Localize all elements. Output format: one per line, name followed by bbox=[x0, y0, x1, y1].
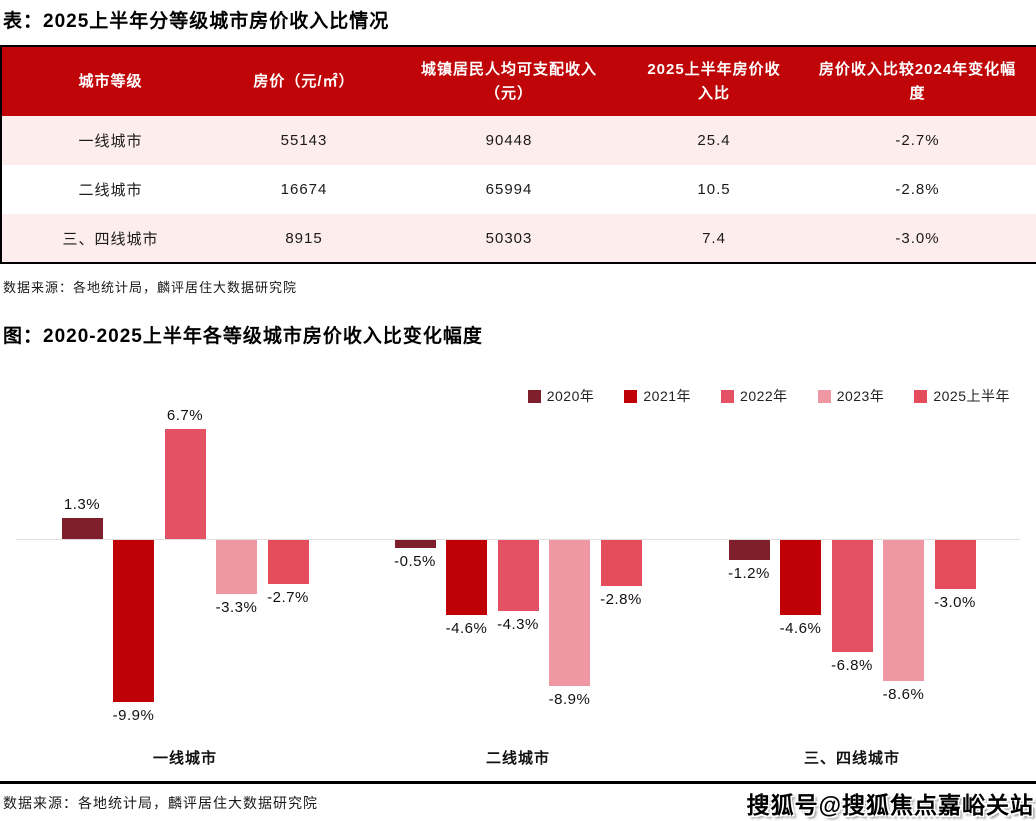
bar bbox=[446, 540, 487, 616]
column-header: 城市等级 bbox=[1, 46, 219, 116]
legend-swatch-icon bbox=[527, 389, 541, 403]
table-cell: 三、四线城市 bbox=[62, 230, 159, 248]
legend-label: 2020年 bbox=[546, 388, 595, 404]
bar bbox=[780, 540, 821, 616]
bar-value-label: -2.8% bbox=[600, 590, 642, 608]
table-row: 二线城市 16674 65994 10.5 -2.8% bbox=[1, 165, 1036, 214]
bar-value-label: -1.2% bbox=[728, 564, 770, 582]
bar-value-label: -9.9% bbox=[112, 707, 155, 725]
bar-value-label: 6.7% bbox=[166, 407, 204, 425]
legend-item: 2022年 bbox=[721, 386, 788, 406]
legend-item: 2020年 bbox=[527, 386, 595, 406]
legend-swatch-icon bbox=[721, 389, 735, 403]
table-cell: 25.4 bbox=[697, 132, 731, 149]
table-cell: -2.8% bbox=[895, 181, 940, 198]
bar bbox=[600, 540, 642, 586]
bottom-divider bbox=[0, 781, 1036, 784]
chart-legend: 2020年 2021年 2022年 2023年 2025上半年 bbox=[527, 386, 1010, 406]
bar bbox=[267, 540, 309, 585]
legend-swatch-icon bbox=[914, 389, 928, 403]
bar bbox=[549, 540, 590, 686]
legend-swatch-icon bbox=[624, 389, 638, 403]
bar-value-label: -6.8% bbox=[831, 656, 873, 674]
legend-label: 2025上半年 bbox=[933, 388, 1010, 404]
bar-value-label: -8.9% bbox=[548, 690, 591, 708]
price-income-table: 城市等级 房价（元/㎡） 城镇居民人均可支配收入（元） 2025上半年房价收入比 房价收… bbox=[0, 45, 1036, 264]
column-header: 城镇居民人均可支配收入（元） bbox=[389, 46, 629, 116]
bar bbox=[497, 540, 539, 611]
table-cell: 一线城市 bbox=[78, 133, 143, 150]
table-cell: 90448 bbox=[485, 132, 533, 149]
bar-value-label: -4.6% bbox=[445, 620, 488, 638]
bar bbox=[934, 540, 976, 590]
legend-label: 2021年 bbox=[643, 388, 692, 404]
bar-value-label: -8.6% bbox=[882, 686, 925, 704]
table-cell: 8915 bbox=[285, 229, 323, 247]
legend-item: 2021年 bbox=[624, 386, 691, 406]
column-header: 房价（元/㎡） bbox=[219, 46, 389, 116]
category-label: 二线城市 bbox=[485, 750, 550, 767]
table-cell: 65994 bbox=[485, 181, 533, 198]
table-cell: 55143 bbox=[280, 132, 328, 149]
bar bbox=[728, 540, 770, 560]
bar bbox=[61, 517, 103, 539]
table-source: 数据来源：各地统计局，麟评居住大数据研究院 bbox=[3, 280, 298, 295]
bar bbox=[883, 540, 924, 682]
column-header: 房价收入比较2024年变化幅度 bbox=[799, 46, 1036, 116]
bar bbox=[164, 429, 206, 539]
category-label: 一线城市 bbox=[152, 750, 217, 767]
watermark: 搜狐号@搜狐焦点嘉峪关站 bbox=[746, 792, 1034, 818]
table-row: 一线城市 55143 90448 25.4 -2.7% bbox=[1, 116, 1036, 165]
table-cell: 50303 bbox=[485, 229, 533, 247]
chart-source: 数据来源：各地统计局，麟评居住大数据研究院 bbox=[3, 795, 318, 811]
table-cell: 16674 bbox=[280, 181, 328, 198]
legend-item: 2023年 bbox=[817, 386, 885, 406]
table-cell: 10.5 bbox=[697, 181, 731, 198]
table-cell: -3.0% bbox=[895, 229, 940, 247]
category-label: 三、四线城市 bbox=[803, 750, 900, 767]
bar bbox=[216, 540, 257, 595]
bar bbox=[113, 540, 154, 703]
legend-swatch-icon bbox=[817, 389, 831, 403]
bar-value-label: -0.5% bbox=[394, 553, 436, 571]
legend-label: 2023年 bbox=[836, 388, 885, 404]
bar-value-label: -4.6% bbox=[779, 620, 822, 638]
table-cell: 二线城市 bbox=[78, 182, 143, 199]
table-header-row: 城市等级 房价（元/㎡） 城镇居民人均可支配收入（元） 2025上半年房价收入比 房价收… bbox=[1, 46, 1036, 116]
legend-label: 2022年 bbox=[740, 388, 788, 404]
table-cell: 7.4 bbox=[702, 229, 726, 247]
bar-value-label: 1.3% bbox=[63, 495, 101, 513]
zero-axis-line bbox=[16, 539, 1020, 540]
bar-value-label: -4.3% bbox=[497, 615, 539, 633]
bar-value-label: -2.7% bbox=[267, 589, 309, 607]
legend-item: 2025上半年 bbox=[914, 386, 1010, 406]
bar-value-label: -3.0% bbox=[934, 594, 976, 612]
bar bbox=[831, 540, 873, 652]
column-header: 2025上半年房价收入比 bbox=[629, 46, 799, 116]
bar bbox=[394, 540, 436, 549]
bar-value-label: -3.3% bbox=[215, 599, 258, 617]
bar-chart: 2020年 2021年 2022年 2023年 2025上半年 1.3% -0.5% -1.… bbox=[0, 375, 1036, 773]
table-cell: -2.7% bbox=[895, 132, 940, 149]
table-title: 表：2025上半年分等级城市房价收入比情况 bbox=[3, 11, 390, 32]
table-row: 三、四线城市 8915 50303 7.4 -3.0% bbox=[1, 214, 1036, 263]
chart-title: 图：2020-2025上半年各等级城市房价收入比变化幅度 bbox=[3, 326, 483, 347]
